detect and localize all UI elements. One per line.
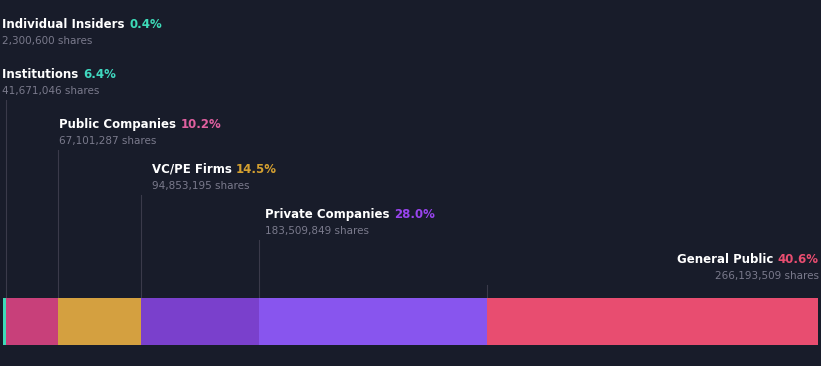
Text: 183,509,849 shares: 183,509,849 shares: [265, 226, 369, 236]
Text: 94,853,195 shares: 94,853,195 shares: [152, 181, 250, 191]
Bar: [488, 298, 818, 345]
Text: Private Companies: Private Companies: [265, 208, 394, 221]
Text: 28.0%: 28.0%: [394, 208, 434, 221]
Text: 14.5%: 14.5%: [236, 163, 277, 176]
Bar: [141, 298, 259, 345]
Text: 40.6%: 40.6%: [777, 253, 819, 266]
Text: Institutions: Institutions: [2, 68, 83, 81]
Text: 2,300,600 shares: 2,300,600 shares: [2, 36, 93, 46]
Text: VC/PE Firms: VC/PE Firms: [152, 163, 236, 176]
Text: 0.4%: 0.4%: [129, 18, 162, 31]
Text: 266,193,509 shares: 266,193,509 shares: [714, 271, 819, 281]
Bar: [7, 298, 58, 345]
Text: Individual Insiders: Individual Insiders: [2, 18, 129, 31]
Bar: [259, 298, 488, 345]
Text: 10.2%: 10.2%: [181, 118, 221, 131]
Text: General Public: General Public: [677, 253, 777, 266]
Text: 41,671,046 shares: 41,671,046 shares: [2, 86, 100, 96]
Text: 6.4%: 6.4%: [83, 68, 116, 81]
Text: 67,101,287 shares: 67,101,287 shares: [59, 136, 157, 146]
Text: Public Companies: Public Companies: [59, 118, 181, 131]
Bar: [58, 298, 141, 345]
Bar: [3, 298, 7, 345]
